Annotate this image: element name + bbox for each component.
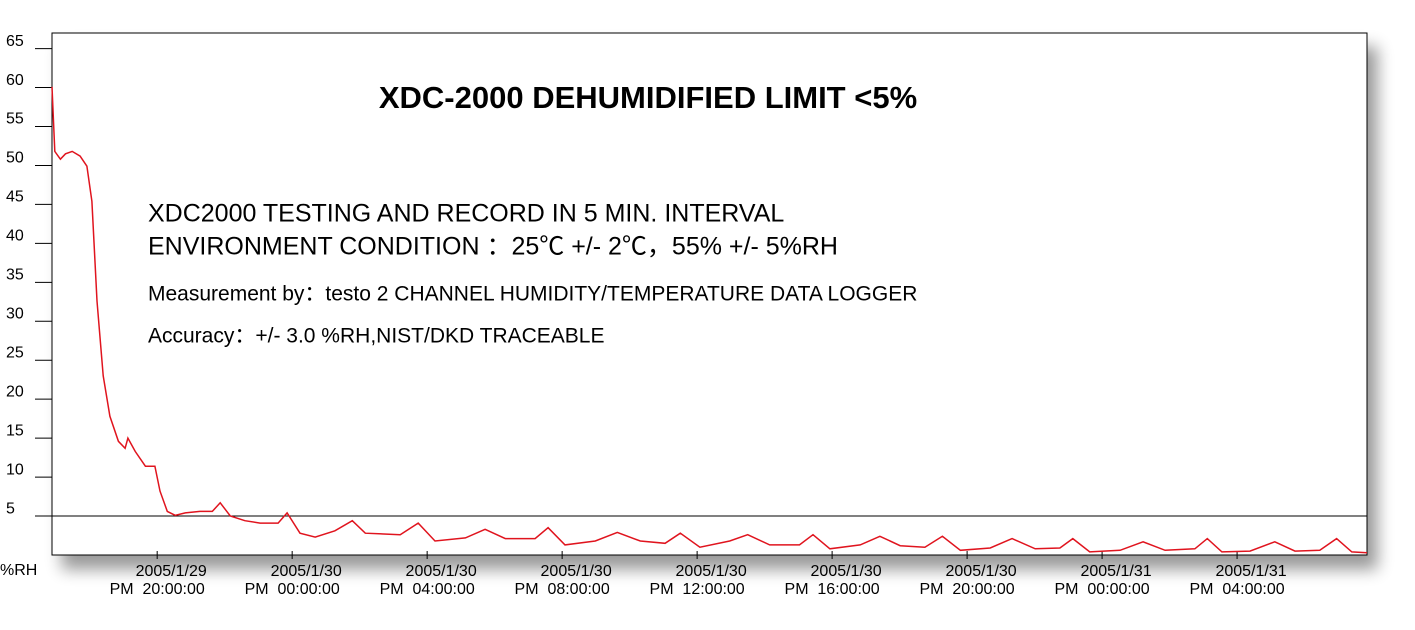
data-line <box>51 86 1368 554</box>
y-tick-label: 15 <box>6 422 24 439</box>
y-tick-label: 5 <box>6 500 15 517</box>
x-tick-label: 2005/1/30 <box>541 563 612 580</box>
plot-area <box>51 32 1368 556</box>
x-tick-label: PM 08:00:00 <box>515 581 610 598</box>
note: Accuracy：+/- 3.0 %RH,NIST/DKD TRACEABLE <box>148 325 604 348</box>
note: ENVIRONMENT CONDITION ：25℃ +/- 2℃，55% +/… <box>148 233 838 261</box>
x-tick-label: PM 00:00:00 <box>1055 581 1150 598</box>
y-tick-label: 20 <box>6 383 24 400</box>
y-tick-label: 30 <box>6 305 24 322</box>
x-tick-label: PM 20:00:00 <box>920 581 1015 598</box>
x-tick-label: PM 00:00:00 <box>245 581 340 598</box>
x-tick-label: 2005/1/30 <box>406 563 477 580</box>
x-tick-label: 2005/1/29 <box>136 563 207 580</box>
x-tick-label: 2005/1/31 <box>1080 563 1151 580</box>
y-tick-label: 10 <box>6 461 24 478</box>
x-tick-label: 2005/1/30 <box>946 563 1017 580</box>
x-tick-label: 2005/1/31 <box>1215 563 1286 580</box>
y-tick-label: 50 <box>6 150 24 167</box>
y-tick-label: 60 <box>6 72 24 89</box>
x-tick-label: PM 12:00:00 <box>650 581 745 598</box>
note: XDC2000 TESTING AND RECORD IN 5 MIN. INT… <box>148 200 784 228</box>
x-tick-label: PM 16:00:00 <box>785 581 880 598</box>
y-tick-label: 45 <box>6 189 24 206</box>
y-tick-label: 25 <box>6 344 24 361</box>
note: Measurement by：testo 2 CHANNEL HUMIDITY/… <box>148 283 917 306</box>
y-tick-label: 40 <box>6 228 24 245</box>
y-axis-label: %RH <box>0 562 37 579</box>
y-tick-label: 55 <box>6 111 24 128</box>
y-tick-label: 35 <box>6 267 24 284</box>
x-tick-label: 2005/1/30 <box>271 563 342 580</box>
y-tick-label: 65 <box>6 33 24 50</box>
x-tick-label: PM 04:00:00 <box>1189 581 1284 598</box>
chart-title: XDC-2000 DEHUMIDIFIED LIMIT <5% <box>379 80 917 115</box>
x-tick-label: 2005/1/30 <box>811 563 882 580</box>
x-tick-label: PM 04:00:00 <box>380 581 475 598</box>
x-tick-label: PM 20:00:00 <box>110 581 205 598</box>
x-tick-label: 2005/1/30 <box>676 563 747 580</box>
